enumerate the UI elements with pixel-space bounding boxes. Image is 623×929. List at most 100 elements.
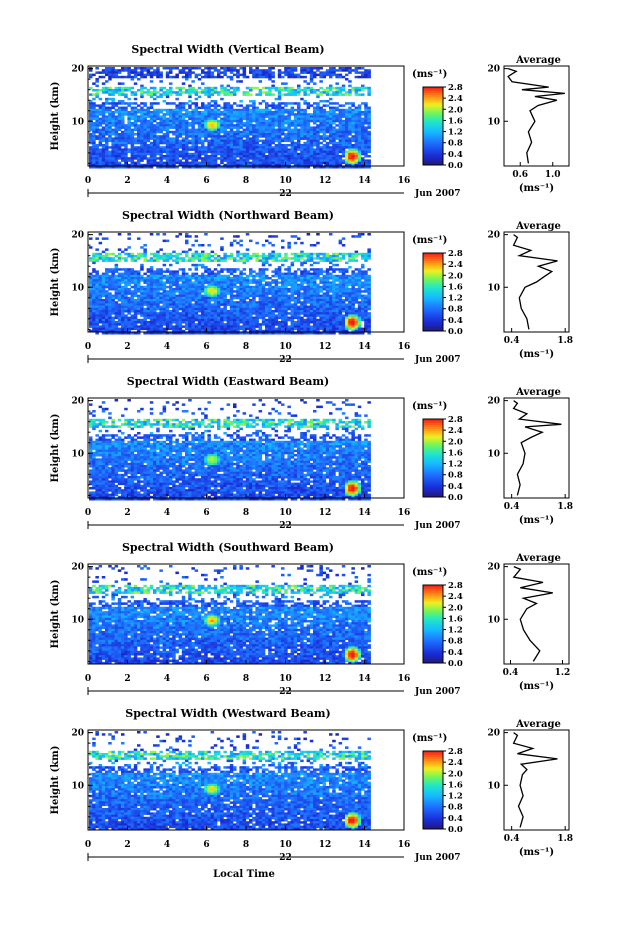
colorbar-segment [423, 751, 443, 754]
x-tick-label: 12 [319, 176, 332, 186]
colorbar-frame [422, 418, 444, 498]
colorbar-segment [423, 440, 443, 443]
panel-4: Spectral Width (Southward Beam) Height (k… [50, 541, 570, 697]
y-tick-label: 10 [71, 449, 84, 459]
x-tick-label: 2 [124, 342, 130, 352]
average-y-tick-label: 20 [487, 397, 500, 407]
x-tick-label: 10 [279, 176, 292, 186]
heatmap-cells [89, 233, 371, 335]
x-tick-label: 4 [164, 176, 170, 186]
x-tick-label: 14 [358, 176, 371, 186]
colorbar-segment [423, 280, 443, 283]
colorbar-segment [423, 102, 443, 105]
y-tick-label: 20 [71, 231, 84, 241]
colorbar-segment [423, 272, 443, 275]
colorbar-segment [423, 596, 443, 600]
colorbar-segment [423, 797, 443, 801]
colorbar-segment [423, 774, 443, 777]
colorbar-label: 1.2 [448, 626, 463, 636]
colorbar-segment [423, 594, 443, 598]
average-title: Average [515, 719, 561, 730]
average-y-tick-label: 10 [487, 449, 500, 459]
colorbar-segment [423, 485, 443, 488]
panel-title: Spectral Width (Northward Beam) [122, 209, 334, 222]
colorbar-segment [423, 819, 443, 822]
colorbar-segment [423, 635, 443, 639]
colorbar-segment [423, 292, 443, 295]
colorbar-segment [423, 469, 443, 473]
colorbar-label: 2.0 [448, 105, 463, 115]
average-frame [503, 729, 570, 831]
colorbar-segment [423, 315, 443, 318]
average-panel: Average 10 20 0.6 1.0 (ms⁻¹) [487, 55, 570, 194]
colorbar-segment [423, 454, 443, 457]
colorbar-segment [423, 112, 443, 115]
colorbar-segment [423, 303, 443, 307]
colorbar-segment [423, 631, 443, 635]
x-tick-label: 0 [85, 342, 91, 352]
colorbar-segment [423, 659, 443, 662]
colorbar-segment [423, 442, 443, 445]
colorbar-segment [423, 311, 443, 314]
colorbar-segment [423, 768, 443, 771]
colorbar-segment [423, 815, 443, 818]
colorbar-segment [423, 420, 443, 424]
colorbar-segment [423, 456, 443, 459]
average-profile-line [512, 732, 558, 828]
colorbar-segment [423, 627, 443, 631]
colorbar-segment [423, 463, 443, 467]
colorbar-segment [423, 253, 443, 256]
colorbar-segment [423, 321, 443, 324]
colorbar-unit: (ms⁻¹) [412, 235, 447, 246]
colorbar-segment [423, 426, 443, 430]
colorbar: 2.82.42.01.6 1.20.80.40.0 [422, 83, 463, 171]
colorbar-segment [423, 313, 443, 316]
average-profile-line [507, 67, 565, 164]
x-tick-label: 12 [319, 674, 332, 684]
colorbar-segment [423, 268, 443, 271]
date-month: Jun 2007 [414, 355, 461, 365]
colorbar-label: 2.8 [448, 83, 463, 93]
average-profile-line [512, 234, 558, 330]
x-tick-label: 16 [398, 176, 411, 186]
colorbar-label: 1.6 [448, 614, 463, 624]
colorbar-unit: (ms⁻¹) [412, 733, 447, 744]
colorbar-segment [423, 149, 443, 152]
average-title: Average [515, 221, 561, 232]
y-tick-label: 10 [71, 781, 84, 791]
date-day: 22 [279, 853, 292, 863]
average-x-label: (ms⁻¹) [519, 349, 554, 360]
colorbar-segment [423, 586, 443, 590]
colorbar-segment [423, 764, 443, 767]
colorbar-label: 2.8 [448, 249, 463, 259]
average-x-tick-label: 0.4 [504, 502, 520, 512]
colorbar-segment [423, 461, 443, 465]
colorbar-segment [423, 588, 443, 592]
colorbar-label: 0.4 [448, 316, 463, 326]
colorbar-label: 1.2 [448, 460, 463, 470]
average-y-tick-label: 10 [487, 781, 500, 791]
colorbar-segment [423, 471, 443, 474]
colorbar-label: 0.4 [448, 150, 463, 160]
colorbar-segment [423, 649, 443, 652]
colorbar-segment [423, 813, 443, 816]
colorbar-segment [423, 159, 443, 162]
colorbar-segment [423, 805, 443, 808]
x-tick-label: 6 [203, 176, 209, 186]
colorbar-segment [423, 766, 443, 769]
colorbar-segment [423, 430, 443, 434]
colorbar-segment [423, 317, 443, 320]
colorbar-label: 0.0 [448, 825, 463, 835]
date-month: Jun 2007 [414, 687, 461, 697]
colorbar-segment [423, 606, 443, 609]
colorbar-segment [423, 473, 443, 476]
colorbar-segment [423, 157, 443, 160]
colorbar-segment [423, 127, 443, 131]
colorbar-segment [423, 803, 443, 806]
average-y-tick-label: 20 [487, 65, 500, 75]
colorbar-segment [423, 465, 443, 469]
x-tick-label: 0 [85, 840, 91, 850]
x-tick-label: 0 [85, 176, 91, 186]
colorbar-segment [423, 126, 443, 129]
